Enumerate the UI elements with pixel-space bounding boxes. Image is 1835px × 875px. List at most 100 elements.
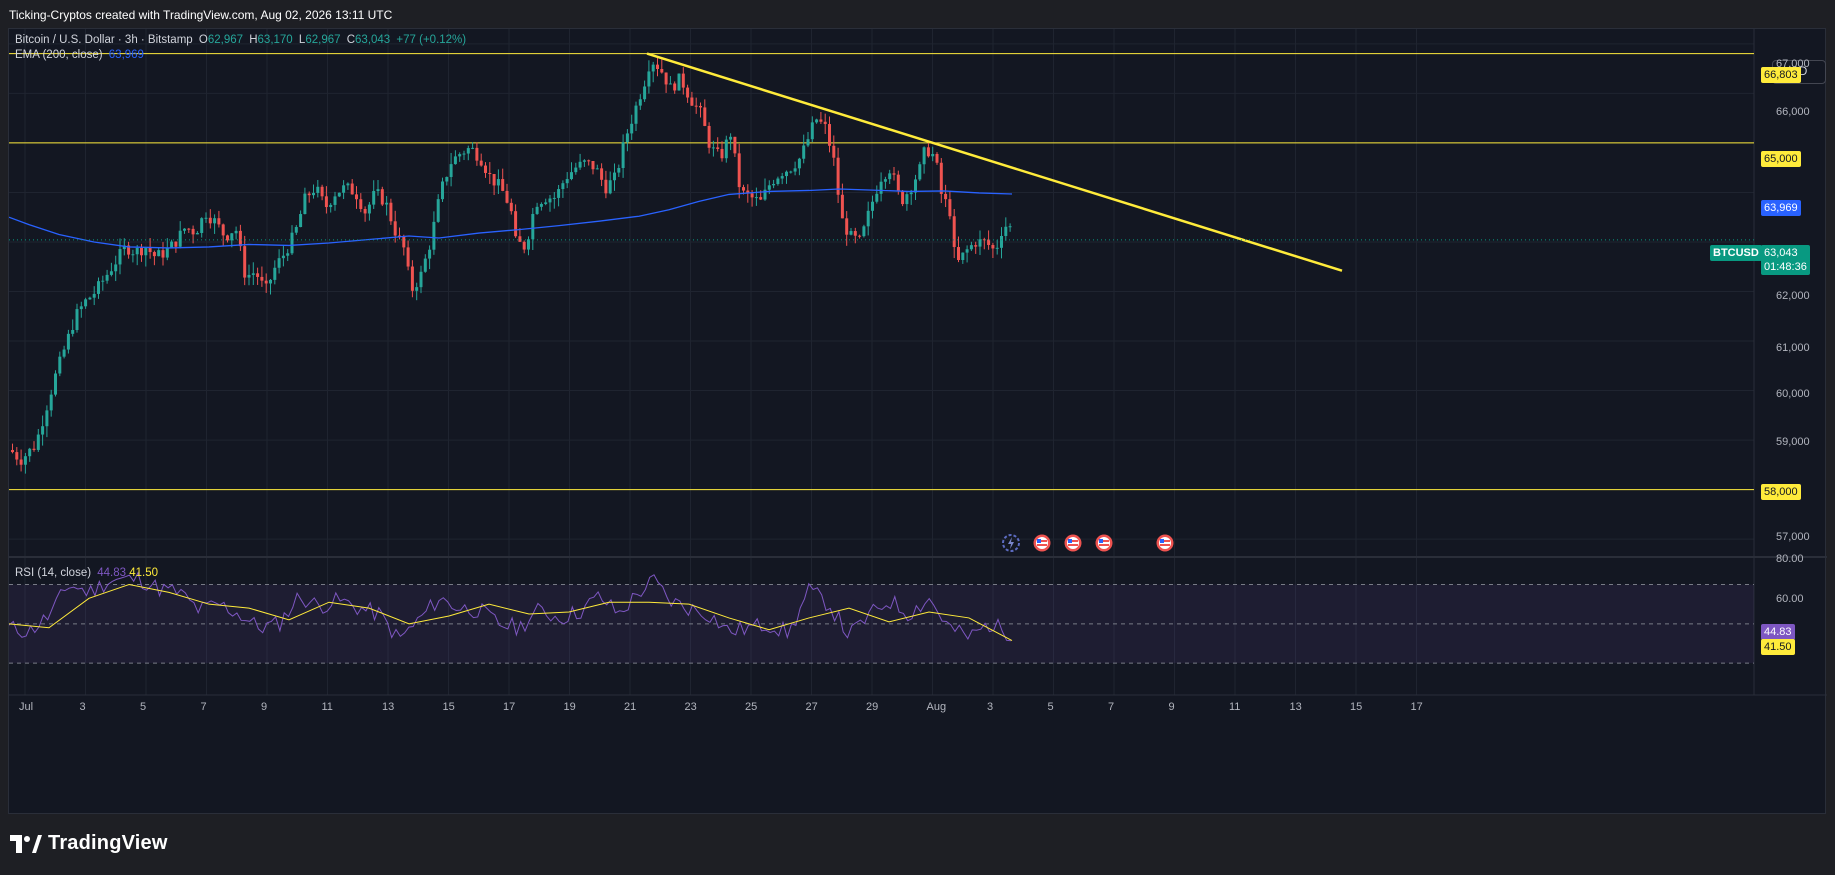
us-flag-event-icon[interactable]: [1064, 534, 1082, 552]
candle-body: [840, 194, 844, 219]
candle-body: [488, 172, 492, 175]
price-tag-support[interactable]: 58,000: [1761, 484, 1801, 500]
time-tick: 9: [1168, 701, 1175, 713]
price-tag-resistance-high[interactable]: 66,803: [1761, 67, 1801, 83]
candle-body: [776, 178, 780, 184]
ema-legend[interactable]: EMA (200, close) 63,969: [15, 49, 147, 61]
candle-body: [204, 217, 208, 219]
candle-body: [832, 145, 836, 158]
time-tick: Aug: [926, 701, 947, 713]
open-value: 62,967: [207, 34, 244, 46]
candle-body: [114, 264, 118, 272]
candle-body: [845, 218, 849, 235]
ema-label[interactable]: EMA (200, close): [15, 49, 103, 61]
rsi-label[interactable]: RSI (14, close): [15, 567, 92, 579]
candle-body: [62, 349, 66, 357]
candle-body: [71, 329, 75, 334]
price-tick: 62,000: [1776, 290, 1810, 302]
candle-body: [398, 235, 401, 237]
candle-body: [355, 194, 358, 200]
candle-body: [217, 218, 221, 225]
candle-body: [54, 373, 57, 395]
candle-body: [806, 139, 810, 146]
candle-body: [157, 250, 161, 257]
attribution-text: Ticking-Cryptos created with TradingView…: [9, 8, 393, 22]
candle-body: [66, 333, 70, 350]
candle-body: [767, 185, 771, 190]
candle-body: [595, 168, 599, 170]
candle-body: [389, 202, 393, 222]
candle-body: [651, 64, 655, 72]
close-value: 63,043: [355, 34, 391, 46]
candle-body: [552, 197, 556, 199]
candle-body: [819, 119, 823, 122]
event-icon[interactable]: [1002, 534, 1020, 552]
candle-body: [686, 87, 690, 98]
rsi-value: 44.83: [97, 567, 127, 579]
candle-body: [518, 236, 522, 242]
candle-body: [406, 247, 410, 267]
candle-body: [1000, 235, 1003, 248]
candle-body: [290, 232, 294, 254]
candle-body: [561, 183, 565, 190]
candle-body: [866, 210, 870, 227]
rsi-legend[interactable]: RSI (14, close) 44.83 41.50: [15, 567, 161, 579]
candle-body: [896, 174, 900, 192]
low-label: L: [298, 34, 306, 46]
candle-body: [109, 271, 113, 275]
tradingview-logo[interactable]: TradingView: [10, 832, 168, 855]
candle-body: [346, 183, 350, 186]
candle-body: [591, 161, 595, 170]
candle-body: [634, 105, 638, 124]
candle-body: [281, 255, 285, 259]
candle-body: [479, 160, 483, 166]
chart-canvas[interactable]: [9, 29, 1827, 815]
us-flag-event-icon[interactable]: [1095, 534, 1113, 552]
candle-body: [978, 239, 982, 247]
candle-body: [935, 153, 939, 163]
candle-body: [264, 280, 268, 284]
candle-body: [763, 189, 767, 200]
candle-body: [15, 452, 19, 460]
candle-body: [849, 231, 853, 235]
candle-body: [974, 245, 978, 247]
candle-body: [492, 174, 496, 186]
rsi-line: [9, 571, 1011, 642]
candle-body: [428, 249, 432, 259]
candle-body: [342, 185, 346, 193]
candle-body: [1008, 226, 1012, 228]
price-tag-ema[interactable]: 63,969: [1761, 200, 1801, 216]
price-tag-resistance[interactable]: 65,000: [1761, 151, 1801, 167]
candle-body: [329, 204, 333, 208]
high-value: 63,170: [257, 34, 293, 46]
candle-body: [836, 157, 840, 195]
candle-body: [1004, 226, 1008, 236]
candle-body: [286, 253, 290, 256]
candle-body: [501, 179, 505, 191]
candle-body: [793, 168, 797, 172]
candle-body: [303, 193, 307, 215]
candle-body: [226, 235, 229, 241]
rsi-tag[interactable]: 44.83: [1761, 624, 1795, 640]
candle-body: [88, 297, 92, 300]
candle-body: [995, 247, 999, 249]
chart-frame[interactable]: Bitcoin / U.S. Dollar · 3h · Bitstamp O6…: [8, 28, 1827, 815]
candle-body: [969, 245, 973, 250]
candle-body: [918, 164, 922, 180]
last-price-tag[interactable]: 63,043 01:48:36: [1761, 245, 1810, 275]
us-flag-event-icon[interactable]: [1156, 534, 1174, 552]
candle-body: [453, 156, 457, 165]
candle-body: [862, 226, 866, 237]
candle-body: [509, 202, 513, 212]
rsi-ma-tag[interactable]: 41.50: [1761, 639, 1795, 655]
candle-body: [737, 153, 741, 188]
bar-countdown: 01:48:36: [1764, 261, 1807, 273]
candle-body: [733, 136, 737, 154]
rsi-tick: 80.00: [1776, 553, 1804, 565]
symbol-name[interactable]: Bitcoin / U.S. Dollar · 3h · Bitstamp: [15, 34, 193, 46]
candle-body: [213, 218, 217, 224]
us-flag-event-icon[interactable]: [1033, 534, 1051, 552]
candle-body: [914, 179, 917, 193]
symbol-tag[interactable]: BTCUSD: [1710, 245, 1762, 261]
candle-body: [41, 426, 45, 435]
